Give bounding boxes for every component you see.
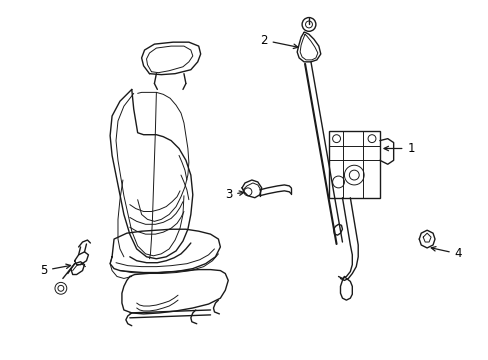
Text: 1: 1 [383,142,414,155]
Text: 5: 5 [40,264,70,277]
Text: 2: 2 [260,34,297,49]
Text: 3: 3 [224,188,244,201]
Text: 4: 4 [430,247,461,260]
